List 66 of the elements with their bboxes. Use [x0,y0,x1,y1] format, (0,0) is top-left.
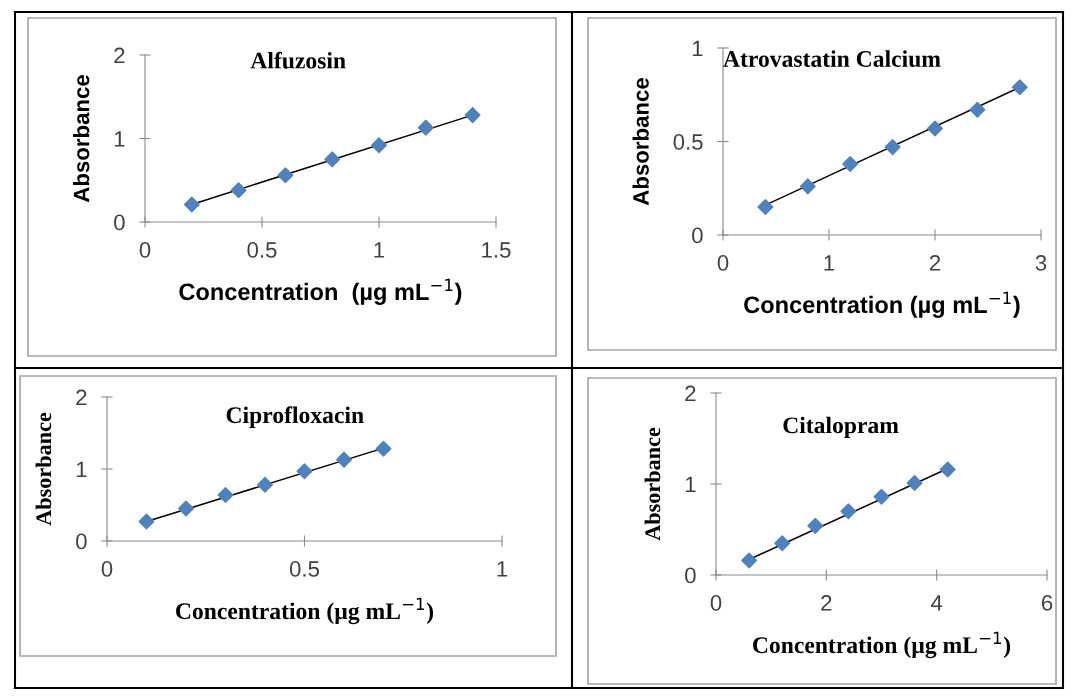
point [336,451,352,468]
x-tick-label: 0.5 [247,242,277,258]
y-tick-label: 0 [76,533,87,550]
point [873,488,890,505]
x-axis-title: Concentration (µg mL$^{−1}$) [179,278,462,305]
y-tick-label: 1 [114,131,125,147]
x-axis-title: Concentration (µg mL$^{−1}$) [744,291,1020,318]
x-tick-label: 1 [824,255,835,271]
y-axis-title: Absorbance [73,75,90,203]
point [138,513,155,530]
x-tick-label: 0 [139,242,151,258]
x-axis-title: Concentration (µg mL$^{−1}$) [176,597,434,625]
point [840,503,857,520]
y-tick-label: 2 [685,385,696,402]
y-tick-label: 1 [76,461,87,478]
x-tick-label: 1 [374,242,385,258]
point [884,139,901,156]
point [277,167,294,184]
y-tick-label: 2 [114,47,125,64]
point [1011,79,1028,96]
point [799,178,816,195]
x-tick-label: 3 [1035,255,1047,271]
chart-title: Atrovastatin Calcium [723,50,941,67]
y-axis-title: Absorbance [35,412,52,526]
point [375,440,392,457]
x-axis-title: Concentration (µg mL$^{−1}$) [753,631,1011,659]
point [371,137,387,154]
y-tick-label: 0.5 [673,134,703,150]
x-tick-label: 0 [710,595,722,611]
point [296,463,313,480]
point [257,476,273,493]
point [757,198,774,215]
x-tick-label: 2 [929,255,941,271]
text: Citalopram [783,416,899,439]
point [178,500,194,517]
y-tick-label: 1 [685,476,696,493]
x-tick-label: 2 [821,595,832,611]
y-tick-label: 2 [76,389,87,406]
point [969,101,986,118]
chart-title: Alfuzosin [250,51,346,69]
point [183,196,200,213]
point [774,535,791,552]
x-tick-label: 0 [101,561,113,577]
point [230,182,247,199]
point [939,461,956,478]
x-tick-label: 1 [497,561,508,577]
y-tick-label: 0 [692,227,703,244]
x-tick-label: 1.5 [482,242,511,258]
point [807,517,824,534]
point [417,119,434,136]
point [927,120,943,137]
chart-title: Ciprofloxacin [226,406,364,428]
y-tick-label: 1 [692,40,703,57]
x-tick-label: 6 [1041,595,1053,611]
y-tick-label: 0 [114,214,125,231]
point [217,486,234,503]
point [741,552,758,569]
point [464,107,481,124]
point [324,151,341,168]
y-axis-title: Absorbance [632,78,649,206]
point [842,155,859,172]
x-tick-label: 4 [931,595,943,611]
x-tick-label: 0.5 [289,561,320,577]
point [906,475,923,492]
y-axis-title: Absorbance [644,427,661,541]
x-tick-label: 0 [717,255,729,271]
